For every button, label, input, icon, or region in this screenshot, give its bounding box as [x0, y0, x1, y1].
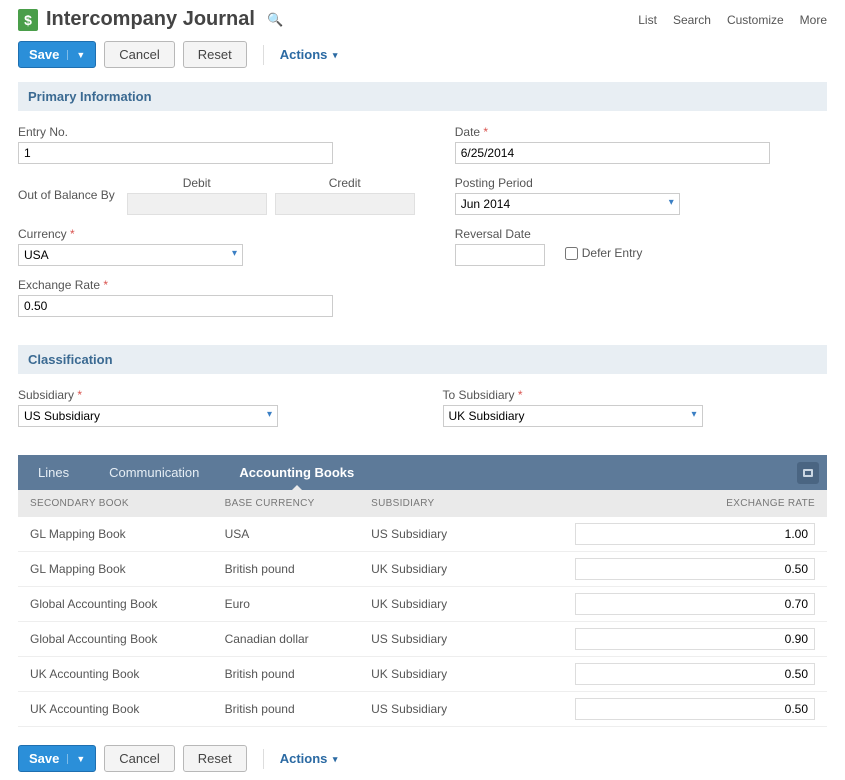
rate-input[interactable] — [575, 698, 815, 720]
cell-subsidiary: UK Subsidiary — [359, 657, 488, 692]
save-button-bottom[interactable]: Save ▼ — [18, 745, 96, 772]
actions-menu[interactable]: Actions — [280, 47, 338, 62]
rate-input[interactable] — [575, 523, 815, 545]
defer-entry-wrap: Defer Entry — [565, 246, 643, 260]
cell-subsidiary: US Subsidiary — [359, 517, 488, 552]
accounting-books-table: SECONDARY BOOK BASE CURRENCY SUBSIDIARY … — [18, 490, 827, 727]
section-primary-information: Primary Information — [18, 82, 827, 111]
currency-select[interactable] — [18, 244, 243, 266]
exchange-rate-input[interactable] — [18, 295, 333, 317]
cell-book: GL Mapping Book — [18, 517, 213, 552]
cell-subsidiary: US Subsidiary — [359, 622, 488, 657]
table-row[interactable]: UK Accounting BookBritish poundUK Subsid… — [18, 657, 827, 692]
debit-value — [127, 193, 267, 215]
link-search[interactable]: Search — [673, 13, 711, 27]
subsidiary-select[interactable] — [18, 405, 278, 427]
page-title: Intercompany Journal — [46, 8, 255, 31]
cancel-button-bottom[interactable]: Cancel — [104, 745, 174, 772]
toolbar-top: Save ▼ Cancel Reset Actions — [18, 41, 827, 68]
tab-accounting-books[interactable]: Accounting Books — [219, 455, 374, 490]
tab-lines[interactable]: Lines — [18, 455, 89, 490]
cell-subsidiary: US Subsidiary — [359, 692, 488, 727]
cell-currency: USA — [213, 517, 360, 552]
cell-book: UK Accounting Book — [18, 657, 213, 692]
table-row[interactable]: Global Accounting BookEuroUK Subsidiary — [18, 587, 827, 622]
posting-period-select[interactable] — [455, 193, 680, 215]
cell-currency: Canadian dollar — [213, 622, 360, 657]
save-button[interactable]: Save ▼ — [18, 41, 96, 68]
cell-subsidiary: UK Subsidiary — [359, 552, 488, 587]
table-row[interactable]: GL Mapping BookUSAUS Subsidiary — [18, 517, 827, 552]
currency-label: Currency — [18, 227, 415, 241]
page-header: $ Intercompany Journal 🔍 List Search Cus… — [18, 8, 827, 31]
cell-subsidiary: UK Subsidiary — [359, 587, 488, 622]
out-of-balance-label: Out of Balance By — [18, 188, 115, 204]
rate-input[interactable] — [575, 628, 815, 650]
table-row[interactable]: GL Mapping BookBritish poundUK Subsidiar… — [18, 552, 827, 587]
to-subsidiary-label: To Subsidiary — [443, 388, 828, 402]
subsidiary-label: Subsidiary — [18, 388, 403, 402]
cell-currency: British pound — [213, 692, 360, 727]
reset-button[interactable]: Reset — [183, 41, 247, 68]
toolbar-divider-bottom — [263, 749, 264, 769]
cell-book: Global Accounting Book — [18, 587, 213, 622]
rate-input[interactable] — [575, 663, 815, 685]
entry-no-label: Entry No. — [18, 125, 415, 139]
exchange-rate-label: Exchange Rate — [18, 278, 415, 292]
tab-communication[interactable]: Communication — [89, 455, 219, 490]
save-label: Save — [29, 47, 59, 62]
col-exchange-rate[interactable]: EXCHANGE RATE — [488, 490, 827, 517]
debit-label: Debit — [183, 176, 211, 190]
cell-currency: Euro — [213, 587, 360, 622]
reset-button-bottom[interactable]: Reset — [183, 745, 247, 772]
col-base-currency[interactable]: BASE CURRENCY — [213, 490, 360, 517]
defer-entry-label: Defer Entry — [582, 246, 643, 260]
date-label: Date — [455, 125, 827, 139]
table-row[interactable]: Global Accounting BookCanadian dollarUS … — [18, 622, 827, 657]
cell-book: Global Accounting Book — [18, 622, 213, 657]
cell-currency: British pound — [213, 552, 360, 587]
link-list[interactable]: List — [638, 13, 657, 27]
to-subsidiary-select[interactable] — [443, 405, 703, 427]
save-dropdown-icon-bottom[interactable]: ▼ — [67, 754, 85, 764]
header-links: List Search Customize More — [638, 13, 827, 27]
rate-input[interactable] — [575, 558, 815, 580]
table-row[interactable]: UK Accounting BookBritish poundUS Subsid… — [18, 692, 827, 727]
posting-period-label: Posting Period — [455, 176, 827, 190]
link-customize[interactable]: Customize — [727, 13, 784, 27]
actions-menu-bottom[interactable]: Actions — [280, 751, 338, 766]
tab-layout-icon[interactable] — [797, 462, 819, 484]
credit-value — [275, 193, 415, 215]
entry-no-input[interactable] — [18, 142, 333, 164]
search-icon[interactable]: 🔍 — [267, 12, 283, 28]
tabbar: Lines Communication Accounting Books — [18, 455, 827, 490]
save-label-bottom: Save — [29, 751, 59, 766]
toolbar-divider — [263, 45, 264, 65]
cancel-button[interactable]: Cancel — [104, 41, 174, 68]
cell-book: GL Mapping Book — [18, 552, 213, 587]
cell-book: UK Accounting Book — [18, 692, 213, 727]
defer-entry-checkbox[interactable] — [565, 247, 578, 260]
col-subsidiary[interactable]: SUBSIDIARY — [359, 490, 488, 517]
toolbar-bottom: Save ▼ Cancel Reset Actions — [18, 745, 827, 772]
journal-icon: $ — [18, 9, 38, 31]
save-dropdown-icon[interactable]: ▼ — [67, 50, 85, 60]
link-more[interactable]: More — [800, 13, 827, 27]
credit-label: Credit — [329, 176, 361, 190]
col-secondary-book[interactable]: SECONDARY BOOK — [18, 490, 213, 517]
reversal-date-input[interactable] — [455, 244, 545, 266]
date-input[interactable] — [455, 142, 770, 164]
section-classification: Classification — [18, 345, 827, 374]
cell-currency: British pound — [213, 657, 360, 692]
reversal-date-label: Reversal Date — [455, 227, 827, 241]
rate-input[interactable] — [575, 593, 815, 615]
